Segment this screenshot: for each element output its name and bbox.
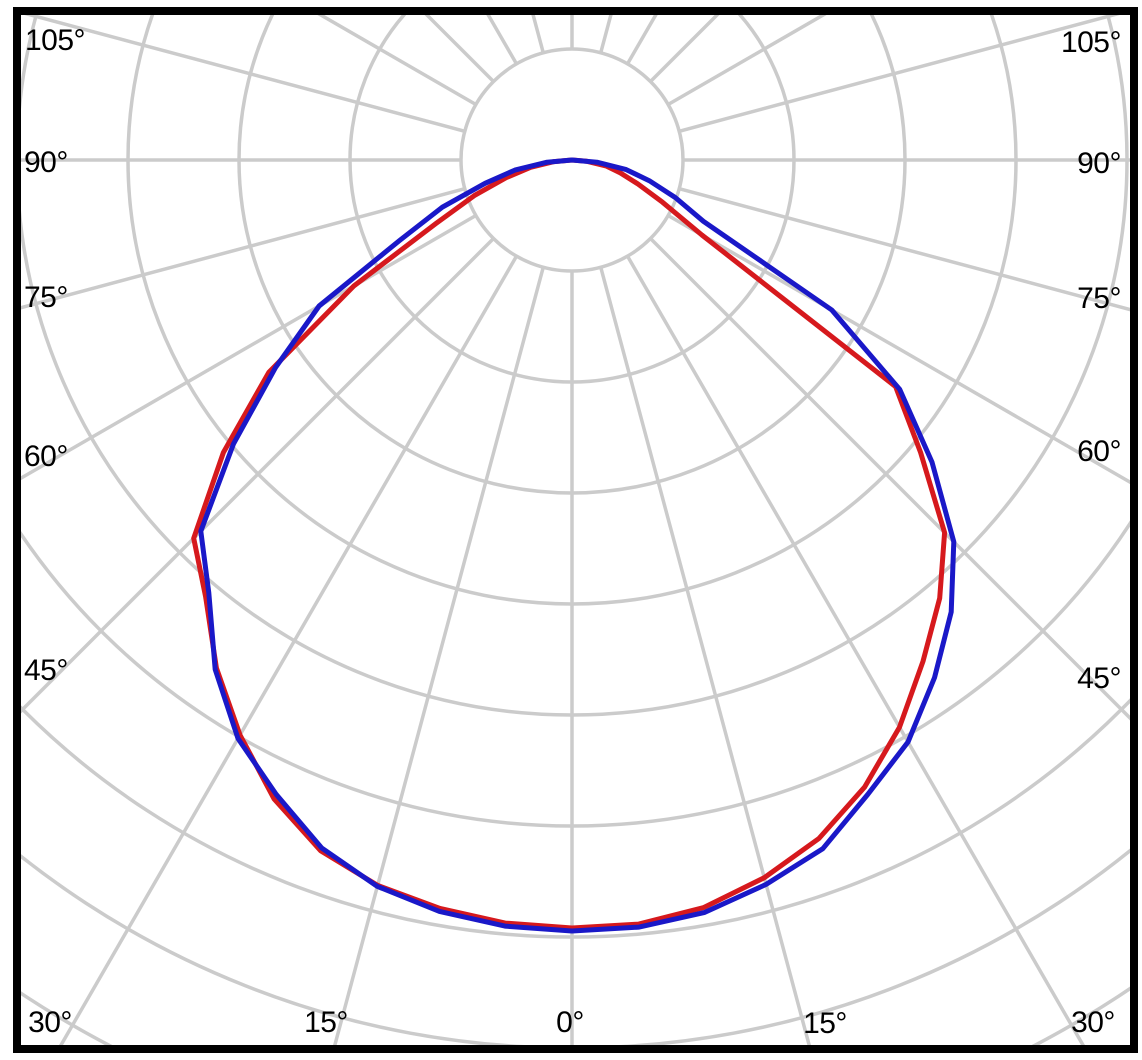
grid-radial-line [59, 255, 519, 1045]
angle-label: 60° [24, 440, 68, 473]
angle-label: 75° [24, 281, 68, 314]
angle-label: 45° [1077, 662, 1121, 695]
angle-label: 105° [1061, 26, 1121, 59]
angle-label: 30° [28, 1006, 72, 1039]
angle-label: 45° [24, 654, 68, 687]
grid-radial-line [625, 255, 1085, 1045]
chart-frame [13, 7, 1138, 1053]
angle-label: 105° [25, 24, 85, 57]
grid-radial-line [667, 213, 1130, 485]
grid-radial-line [24, 15, 466, 133]
angle-label: 15° [304, 1006, 348, 1039]
angle-label: 75° [1077, 282, 1121, 315]
grid-radial-line [21, 213, 477, 481]
grid-radial-line [333, 266, 545, 1045]
angle-labels: 105° 90° 75° 60° 45° 105° 90° 75° 60° 45° 30° 15° 0°… [24, 24, 1122, 1040]
angle-label: 90° [24, 146, 68, 179]
blue-curve [198, 157, 957, 934]
grid-radial-line [21, 187, 466, 310]
grid-radial-line [678, 187, 1130, 312]
red-curve [191, 157, 948, 931]
angle-label: 0° [556, 1006, 584, 1039]
grid-radial-line [649, 237, 1130, 721]
grid-radial-line [678, 15, 1120, 133]
intensity-curves [191, 157, 957, 934]
grid-radial-line [21, 237, 495, 714]
angle-label: 15° [803, 1007, 847, 1040]
angle-label: 60° [1077, 435, 1121, 468]
grid-radial-line [599, 266, 811, 1045]
angle-label: 90° [1077, 147, 1121, 180]
angle-label: 30° [1071, 1006, 1115, 1039]
